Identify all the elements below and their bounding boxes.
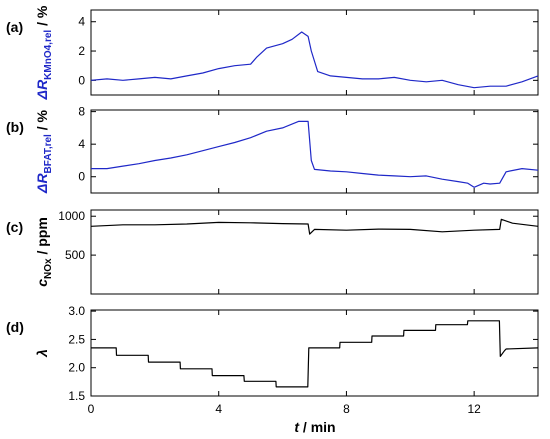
y-axis-variable: ΔR [34,173,50,194]
panel-label: (b) [6,119,24,135]
panel-3: 1.5 2.0 2.5 3.0 (d) λ 0 4 8 12 [6,304,539,416]
panel-2: 500 1000 (c) cNOx / ppm [6,209,539,295]
y-tick-label: 1000 [58,209,85,223]
x-tick-label: 12 [467,402,481,416]
y-axis-variable: c [34,279,50,287]
y-axis-label: cNOx / ppm [34,217,54,287]
x-tick-label: 8 [343,402,350,416]
panel-0: 0 2 4 (a) ΔRKMnO4,rel / % [6,5,539,100]
y-axis-subscript: BFAT,rel [43,134,54,173]
y-tick-label: 2.5 [68,332,85,346]
y-tick-label: 4 [78,137,85,151]
y-tick-label: 500 [65,248,85,262]
y-axis-subscript: NOx [43,258,54,279]
x-axis-label: t / min [294,419,335,435]
y-axis-variable: λ [34,349,50,358]
y-tick-label: 2 [78,44,85,58]
panel-1: 0 4 8 (b) ΔRBFAT,rel / % [6,105,539,194]
x-axis-unit: / min [299,419,336,435]
plot-frame [90,209,539,295]
y-axis-unit: / ppm [34,217,50,258]
y-axis-label: ΔRKMnO4,rel / % [34,5,54,100]
panel-label: (d) [6,319,24,335]
x-axis-variable: t [294,419,300,435]
y-tick-label: 8 [78,105,85,119]
y-axis-variable: ΔR [34,79,50,100]
plot-frame [90,9,539,96]
series-line-0 [90,218,539,235]
plot-frame [90,309,539,397]
y-axis-unit: / % [34,5,50,30]
y-axis-unit: / % [34,109,50,134]
y-tick-label: 0 [78,170,85,184]
series-line-0 [91,320,539,388]
series-line-0 [91,120,539,188]
y-axis-label: ΔRBFAT,rel / % [34,109,54,193]
y-tick-label: 0 [78,73,85,87]
y-tick-label: 1.5 [68,389,85,403]
x-tick-label: 0 [88,402,95,416]
panel-label: (c) [6,219,23,235]
series-line-0 [90,31,539,89]
plot-frame [90,109,539,194]
panel-label: (a) [6,19,23,35]
y-axis-label: λ [34,349,50,358]
y-tick-label: 4 [78,15,85,29]
y-tick-label: 3.0 [68,304,85,318]
y-axis-subscript: KMnO4,rel [43,30,54,80]
x-tick-label: 4 [215,402,222,416]
y-tick-label: 2.0 [68,361,85,375]
